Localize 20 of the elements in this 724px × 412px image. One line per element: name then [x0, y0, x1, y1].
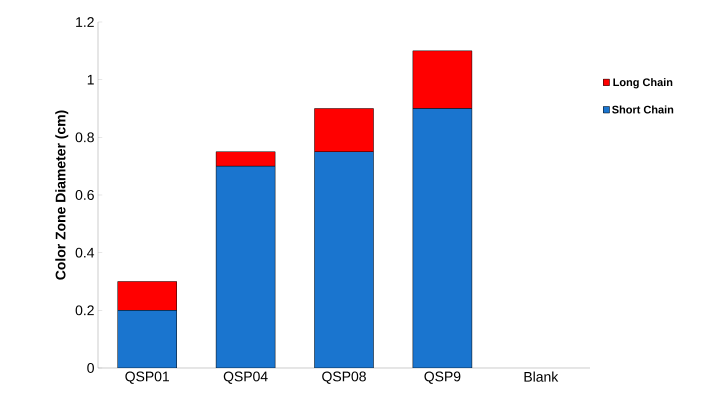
legend-label: Long Chain — [613, 78, 672, 88]
y-axis-title: Color Zone Diameter (cm) — [55, 110, 68, 280]
y-tick-label: 0.8 — [76, 132, 94, 142]
y-tick-label: 0 — [87, 363, 94, 373]
legend-label: Short Chain — [612, 105, 674, 114]
bar — [412, 108, 472, 368]
x-tick-label: QSP08 — [322, 372, 366, 384]
bar — [117, 310, 177, 368]
y-tick-label: 0.6 — [76, 190, 94, 200]
y-tick-label: 0.2 — [76, 305, 94, 316]
y-tick-label: 0.4 — [76, 248, 94, 258]
bar — [314, 151, 374, 368]
y-tick-label: 1.2 — [76, 17, 94, 27]
x-tick-label: QSP04 — [224, 372, 268, 384]
bar — [216, 166, 276, 368]
x-tick-label: QSP01 — [125, 372, 170, 384]
bar — [216, 151, 276, 166]
y-tick-label: 1 — [88, 74, 94, 84]
x-tick-label: QSP9 — [424, 372, 460, 384]
x-tick-label: Blank — [524, 372, 558, 382]
